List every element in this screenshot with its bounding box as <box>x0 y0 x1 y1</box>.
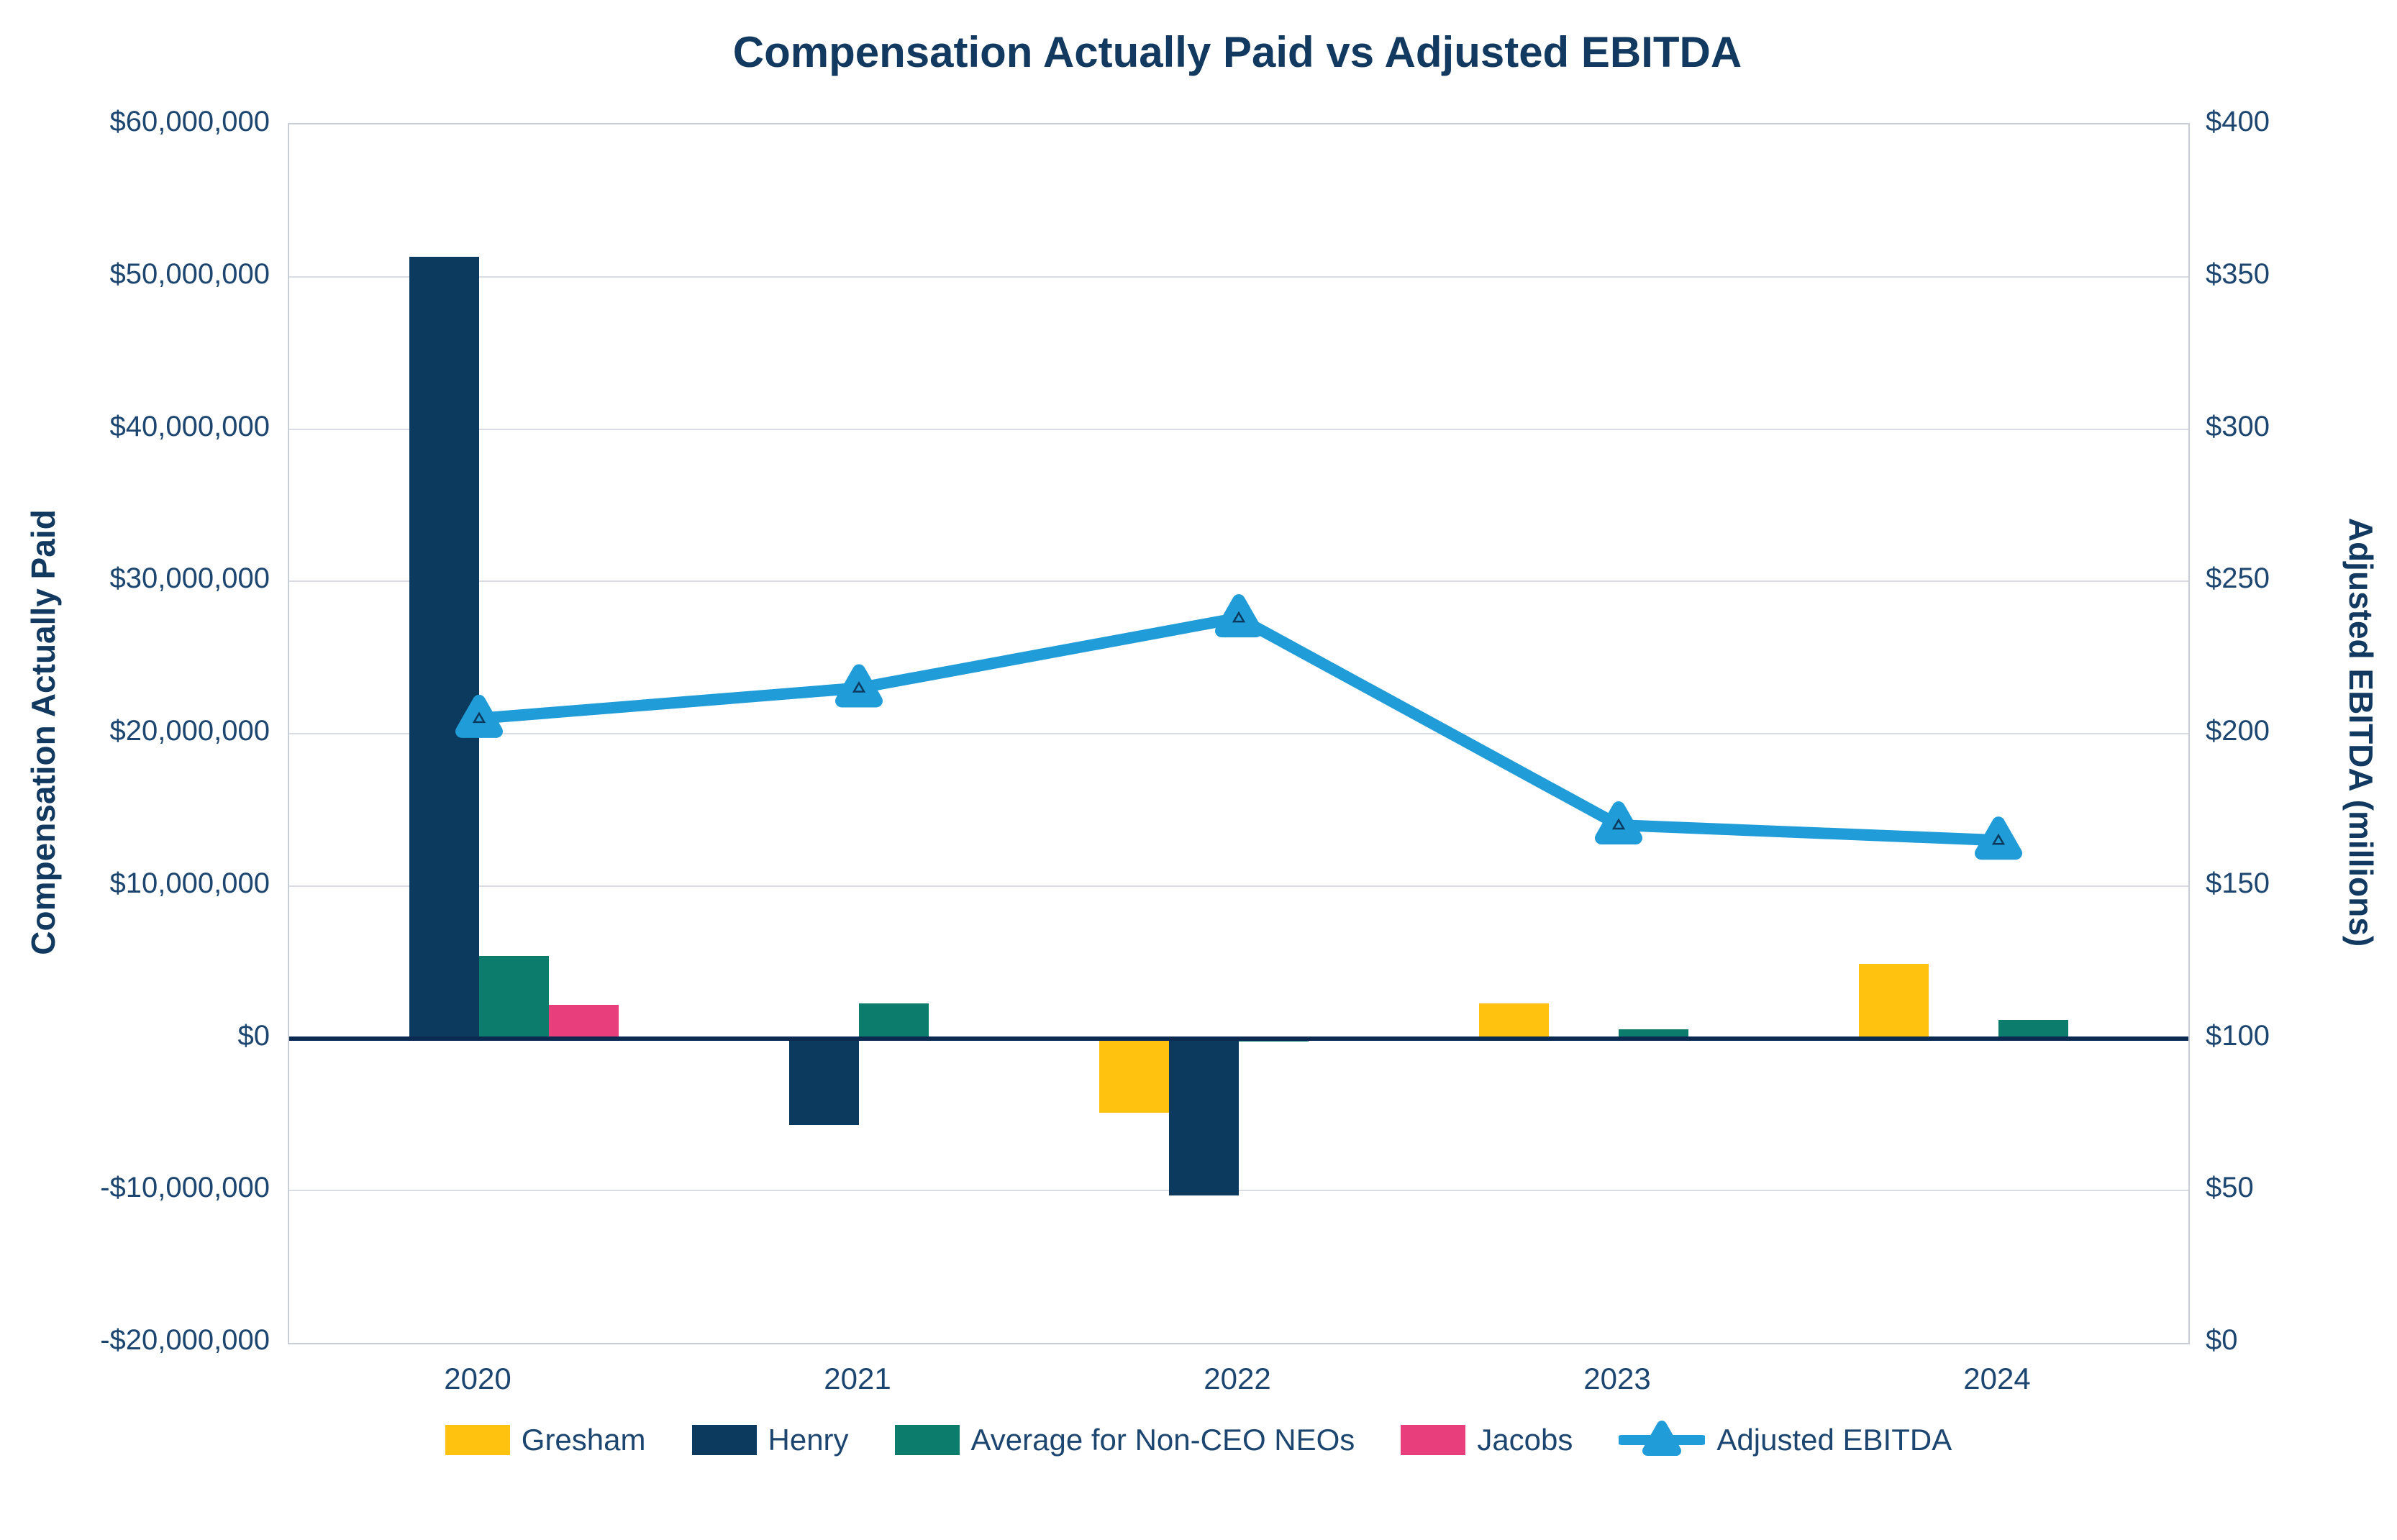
plot-area <box>288 123 2190 1344</box>
bar-henry-2021 <box>789 1038 859 1126</box>
legend-item-average-for-non-ceo-neos: Average for Non-CEO NEOs <box>894 1423 1355 1457</box>
x-axis-label-2023: 2023 <box>1583 1362 1651 1395</box>
right-tick-label: $250 <box>2206 562 2270 595</box>
legend-label: Gresham <box>521 1423 646 1457</box>
bar-gresham-2024 <box>1859 963 1929 1039</box>
bar-gresham-2023 <box>1479 1003 1549 1039</box>
left-tick-label: $50,000,000 <box>109 258 270 290</box>
right-tick-label: $400 <box>2206 106 2270 137</box>
zero-axis-line <box>289 1036 2188 1041</box>
legend-label: Adjusted EBITDA <box>1716 1423 1952 1457</box>
bar-average-for-non-ceo-neos-2024 <box>1998 1020 2068 1039</box>
ebitda-marker <box>1975 816 2022 860</box>
bar-gresham-2022 <box>1099 1038 1169 1113</box>
left-tick-label: $60,000,000 <box>109 106 270 137</box>
ebitda-marker <box>1595 801 1642 845</box>
ebitda-marker-glyph <box>1611 818 1626 830</box>
bar-average-for-non-ceo-neos-2021 <box>859 1003 929 1039</box>
legend-swatch <box>691 1425 757 1455</box>
ebitda-marker-glyph <box>1991 833 2006 845</box>
legend-swatch <box>894 1425 960 1455</box>
right-tick-label: $300 <box>2206 410 2270 442</box>
right-tick-label: $50 <box>2206 1172 2254 1204</box>
right-tick-label: $150 <box>2206 867 2270 899</box>
left-tick-label: -$10,000,000 <box>100 1172 270 1204</box>
x-axis-label-2021: 2021 <box>824 1362 891 1395</box>
legend-item-gresham: Gresham <box>445 1423 646 1457</box>
ebitda-marker-glyph <box>1232 611 1246 623</box>
legend-line-marker <box>1619 1421 1706 1456</box>
x-axis-label-2022: 2022 <box>1204 1362 1271 1395</box>
left-tick-label: $20,000,000 <box>109 715 270 747</box>
gridline <box>289 1190 2188 1192</box>
ebitda-line <box>473 611 2004 847</box>
legend-item-adjusted-ebitda: Adjusted EBITDA <box>1619 1415 1952 1465</box>
ebitda-marker <box>835 664 883 708</box>
legend-swatch <box>445 1425 510 1455</box>
ebitda-marker-glyph <box>852 680 866 693</box>
right-tick-label: $0 <box>2206 1324 2238 1356</box>
left-tick-label: $0 <box>237 1019 270 1052</box>
gridline <box>289 428 2188 430</box>
gridline <box>289 275 2188 278</box>
right-tick-label: $200 <box>2206 715 2270 747</box>
legend-item-henry: Henry <box>691 1423 849 1457</box>
legend-label: Jacobs <box>1477 1423 1573 1457</box>
gridline <box>289 733 2188 734</box>
right-tick-label: $350 <box>2206 258 2270 290</box>
gridline <box>289 885 2188 887</box>
bar-henry-2022 <box>1169 1038 1239 1195</box>
legend-item-jacobs: Jacobs <box>1401 1423 1573 1457</box>
bar-jacobs-2020 <box>549 1004 619 1039</box>
bar-average-for-non-ceo-neos-2023 <box>1619 1029 1688 1039</box>
left-tick-label: $40,000,000 <box>109 410 270 442</box>
right-tick-label: $100 <box>2206 1019 2270 1052</box>
left-tick-label: -$20,000,000 <box>100 1324 270 1356</box>
x-axis-label-2020: 2020 <box>444 1362 511 1395</box>
legend-swatch <box>1401 1425 1466 1455</box>
left-tick-label: $10,000,000 <box>109 867 270 899</box>
legend: Gresham Henry Average for Non-CEO NEOs Jaco… <box>0 1411 2397 1469</box>
ebitda-marker <box>1215 594 1263 638</box>
legend-label: Henry <box>768 1423 849 1457</box>
gridline <box>289 580 2188 583</box>
bar-average-for-non-ceo-neos-2020 <box>479 956 549 1039</box>
bar-henry-2020 <box>409 257 479 1039</box>
legend-label: Average for Non-CEO NEOs <box>970 1423 1355 1457</box>
x-axis-label-2024: 2024 <box>1963 1362 2031 1395</box>
chart-title: Compensation Actually Paid vs Adjusted E… <box>732 28 1742 76</box>
left-tick-label: $30,000,000 <box>109 562 270 595</box>
